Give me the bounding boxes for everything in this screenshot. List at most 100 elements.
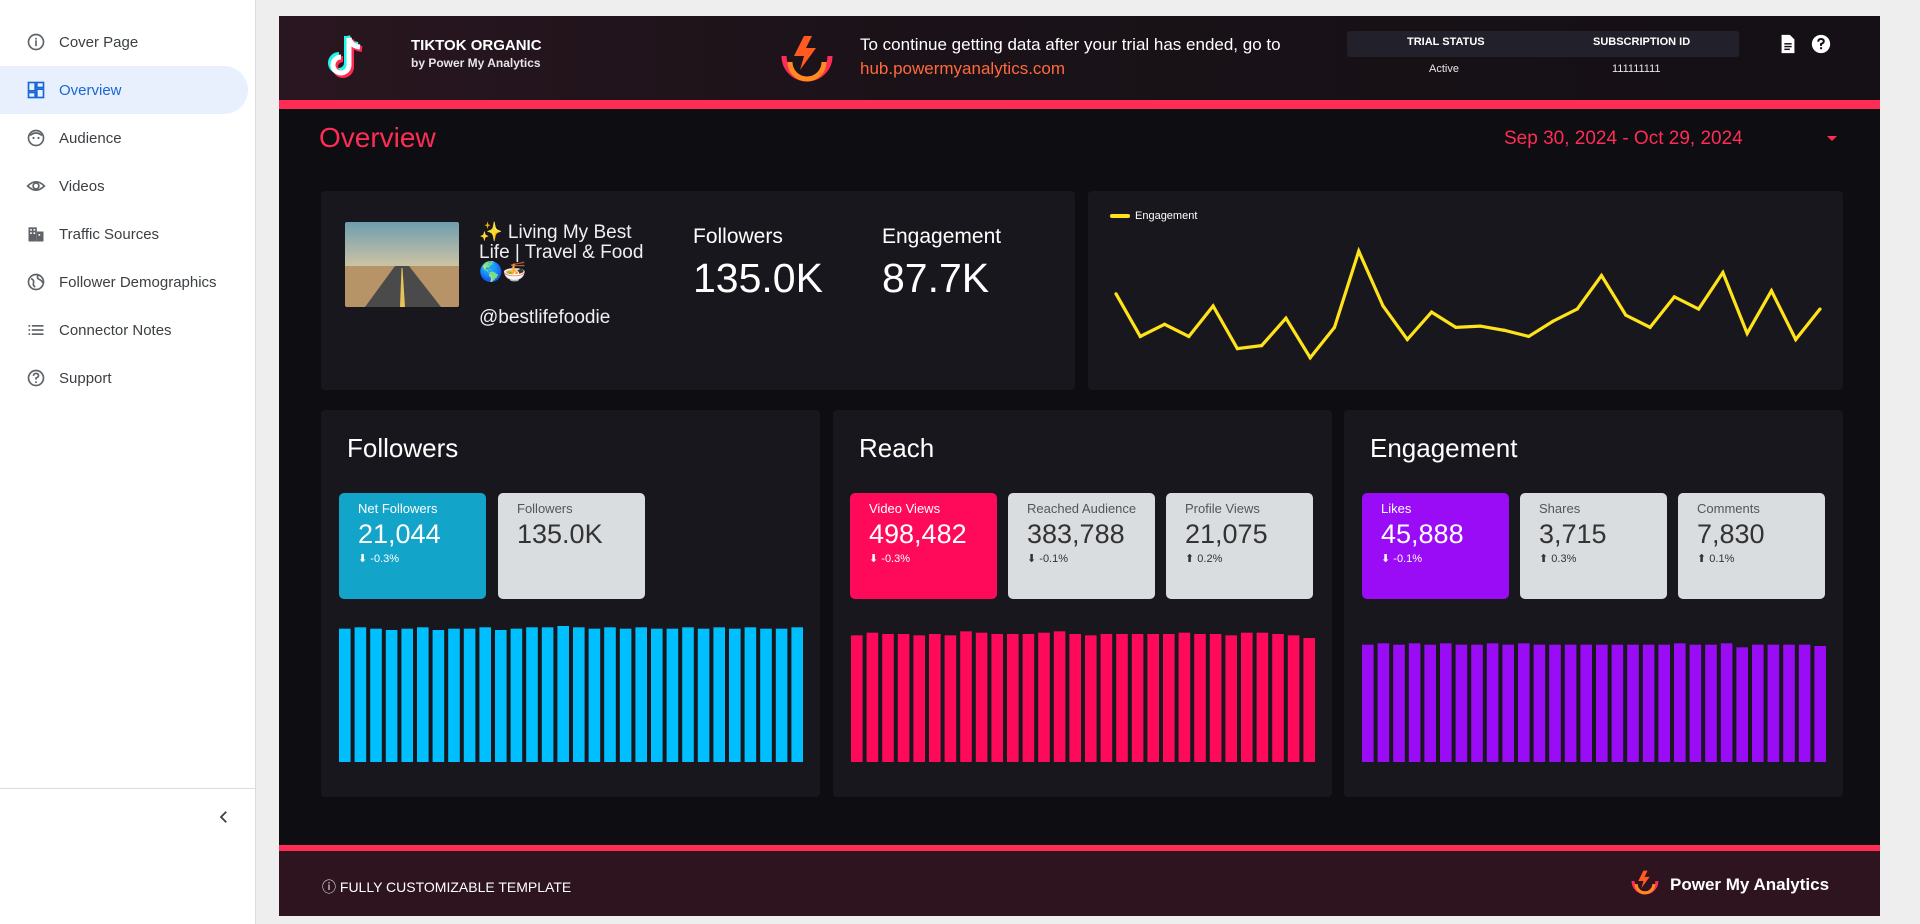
bar[interactable] [1131, 634, 1144, 762]
bar[interactable] [1053, 631, 1066, 762]
bar[interactable] [1736, 647, 1748, 762]
bar[interactable] [1038, 632, 1050, 762]
document-icon[interactable] [1777, 33, 1799, 55]
bar[interactable] [929, 634, 941, 762]
help-icon[interactable] [1810, 33, 1832, 55]
bar[interactable] [1377, 643, 1390, 762]
bar[interactable] [1658, 644, 1670, 762]
bar[interactable] [370, 628, 382, 762]
bar[interactable] [1674, 643, 1686, 762]
bar[interactable] [1085, 635, 1097, 762]
bar[interactable] [1455, 644, 1468, 762]
bar[interactable] [635, 627, 647, 762]
date-range-picker[interactable]: Sep 30, 2024 - Oct 29, 2024 [1504, 128, 1743, 149]
engagement-point[interactable] [1162, 322, 1167, 326]
sidebar-item-overview[interactable]: Overview [0, 66, 248, 114]
bar[interactable] [791, 627, 803, 762]
bar[interactable] [1783, 644, 1795, 762]
engagement-point[interactable] [1260, 343, 1264, 348]
bar[interactable] [1116, 634, 1128, 762]
comments-tile[interactable]: Comments 7,830 ⬆ 0.1% [1678, 493, 1825, 599]
sidebar-item-connector-notes[interactable]: Connector Notes [0, 306, 255, 354]
bar[interactable] [339, 628, 351, 762]
bar[interactable] [417, 627, 429, 762]
engagement-point[interactable] [1794, 337, 1798, 342]
bar[interactable] [1194, 634, 1206, 762]
net-followers-tile[interactable]: Net Followers 21,044 ⬇ -0.3% [339, 493, 486, 599]
bar[interactable] [1518, 643, 1530, 762]
bar[interactable] [866, 632, 879, 762]
engagement-point[interactable] [1187, 334, 1191, 339]
engagement-point[interactable] [1405, 337, 1409, 342]
bar[interactable] [729, 628, 741, 762]
sidebar-item-videos[interactable]: Videos [0, 162, 255, 210]
bar[interactable] [960, 631, 972, 762]
bar[interactable] [1720, 643, 1733, 762]
engagement-point[interactable] [1138, 334, 1142, 339]
bar[interactable] [760, 628, 772, 762]
bar[interactable] [991, 634, 1003, 762]
shares-tile[interactable]: Shares 3,715 ⬆ 0.3% [1520, 493, 1667, 599]
bar[interactable] [851, 635, 863, 762]
bar[interactable] [1814, 646, 1826, 762]
engagement-point[interactable] [1332, 325, 1337, 329]
bar[interactable] [1705, 644, 1717, 762]
engagement-point[interactable] [1357, 249, 1361, 253]
profile-views-tile[interactable]: Profile Views 21,075 ⬆ 0.2% [1166, 493, 1313, 599]
bar[interactable] [1256, 632, 1269, 762]
bar[interactable] [495, 630, 507, 762]
bar[interactable] [1549, 644, 1561, 762]
bar[interactable] [882, 634, 894, 762]
engagement-point[interactable] [1599, 273, 1604, 278]
bar[interactable] [588, 628, 601, 762]
bar[interactable] [1225, 635, 1237, 762]
sidebar-item-support[interactable]: Support [0, 354, 255, 402]
engagement-point[interactable] [1745, 331, 1749, 336]
video-views-tile[interactable]: Video Views 498,482 ⬇ -0.3% [850, 493, 997, 599]
sidebar-item-cover-page[interactable]: Cover Page [0, 18, 255, 66]
bar[interactable] [1393, 644, 1405, 762]
engagement-point[interactable] [1502, 328, 1507, 332]
bar[interactable] [510, 628, 523, 762]
bar[interactable] [1767, 644, 1780, 762]
bar[interactable] [744, 627, 757, 762]
caret-down-icon[interactable] [1827, 136, 1837, 141]
bar[interactable] [354, 627, 367, 762]
engagement-point[interactable] [1114, 292, 1118, 296]
engagement-point[interactable] [1624, 313, 1628, 317]
bar[interactable] [1440, 643, 1452, 762]
bar[interactable] [1611, 644, 1624, 762]
bar[interactable] [1163, 634, 1175, 762]
bar[interactable] [1642, 644, 1655, 762]
bar[interactable] [1287, 635, 1300, 762]
bar[interactable] [1424, 644, 1436, 762]
bar[interactable] [526, 627, 538, 762]
bar[interactable] [432, 630, 445, 762]
engagement-point[interactable] [1527, 334, 1531, 339]
bar[interactable] [651, 628, 663, 762]
likes-tile[interactable]: Likes 45,888 ⬇ -0.1% [1362, 493, 1509, 599]
engagement-point[interactable] [1551, 319, 1555, 323]
engagement-point[interactable] [1308, 356, 1312, 360]
engagement-point[interactable] [1769, 289, 1774, 293]
bar[interactable] [913, 635, 925, 762]
engagement-point[interactable] [1818, 307, 1822, 311]
bar[interactable] [682, 627, 694, 762]
bar[interactable] [463, 628, 476, 762]
sidebar-item-audience[interactable]: Audience [0, 114, 255, 162]
bar[interactable] [713, 627, 725, 762]
bar[interactable] [1486, 643, 1499, 762]
collapse-sidebar-button[interactable] [212, 805, 236, 829]
engagement-point[interactable] [1429, 310, 1434, 314]
bar[interactable] [541, 627, 554, 762]
bar[interactable] [1533, 644, 1546, 762]
engagement-point[interactable] [1648, 325, 1652, 329]
bar[interactable] [557, 626, 569, 762]
bar[interactable] [1752, 644, 1764, 762]
bar[interactable] [1362, 644, 1374, 762]
bar[interactable] [1241, 632, 1253, 762]
bar[interactable] [1272, 634, 1284, 762]
reached-audience-tile[interactable]: Reached Audience 383,788 ⬇ -0.1% [1008, 493, 1155, 599]
bar[interactable] [1007, 634, 1019, 762]
bar[interactable] [944, 635, 957, 762]
